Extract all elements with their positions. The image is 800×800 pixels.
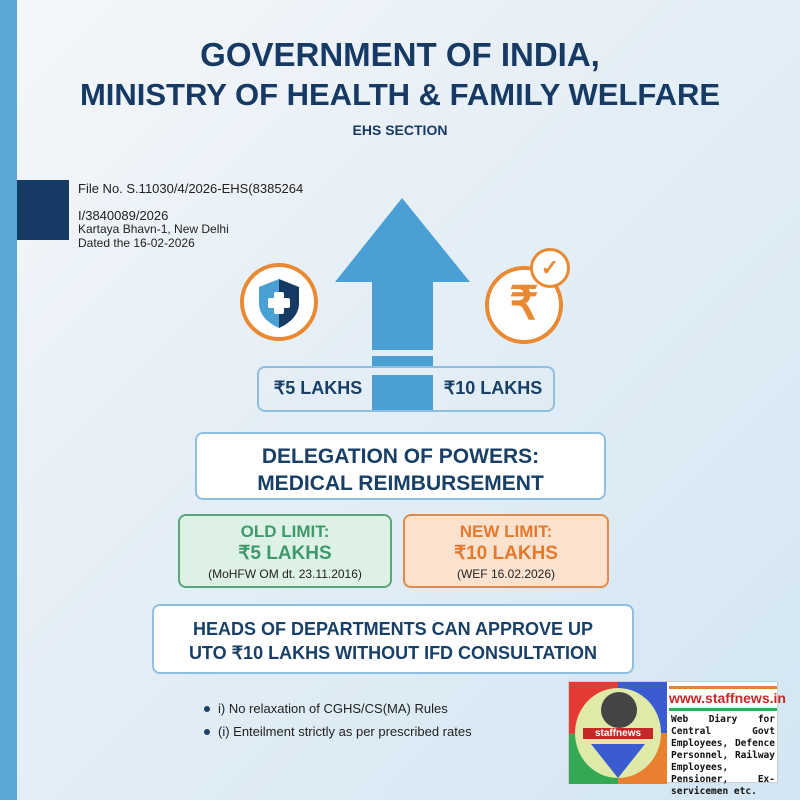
old-limit-value: ₹5 LAKHS — [238, 543, 332, 564]
file-date: Dated the 16-02-2026 — [78, 236, 195, 250]
old-limit-card: OLD LIMIT: ₹5 LAKHS (MoHFW OM dt. 23.11.… — [178, 514, 392, 588]
shield-medical-icon — [259, 279, 299, 328]
old-limit-note: (MoHFW OM dt. 23.11.2016) — [208, 567, 362, 581]
approval-line-1: HEADS OF DEPARTMENTS CAN APPROVE UP — [192, 619, 594, 639]
shield-icon-circle — [240, 263, 318, 341]
rupee-icon: ₹ — [509, 277, 539, 329]
bullet-item: i) No relaxation of CGHS/CS(MA) Rules — [204, 701, 448, 716]
staffnews-logo: staffnews — [569, 682, 667, 784]
approval-box: HEADS OF DEPARTMENTS CAN APPROVE UP UTO … — [152, 604, 634, 674]
file-number: File No. S.11030/4/2026-EHS(8385264 — [78, 181, 304, 196]
amount-range-box — [257, 366, 555, 412]
new-limit-note: (WEF 16.02.2026) — [456, 567, 556, 581]
headline-line-1: DELEGATION OF POWERS: — [261, 445, 540, 468]
staffnews-url[interactable]: www.staffnews.in — [669, 690, 786, 706]
title-line-1: GOVERNMENT OF INDIA, — [200, 36, 600, 73]
headline-box: DELEGATION OF POWERS: MEDICAL REIMBURSEM… — [195, 432, 606, 500]
amount-from: ₹5 LAKHS — [273, 378, 363, 398]
file-address: Kartaya Bhavn-1, New Delhi — [78, 222, 229, 236]
check-icon: ✓ — [530, 248, 570, 288]
left-accent-bar — [0, 0, 17, 800]
new-limit-value: ₹10 LAKHS — [454, 543, 558, 564]
staffnews-description: Web Diary for Central Govt Employees, De… — [671, 714, 775, 797]
file-ref: I/3840089/2026 — [78, 208, 169, 223]
bullet-item: (i) Enteilment strictly as per prescribe… — [204, 724, 472, 739]
new-limit-label: NEW LIMIT: — [459, 522, 553, 541]
new-limit-card: NEW LIMIT: ₹10 LAKHS (WEF 16.02.2026) — [403, 514, 609, 588]
headline-line-2: MEDICAL REIMBURSEMENT — [257, 472, 544, 495]
amount-to: ₹10 LAKHS — [443, 378, 543, 398]
staffnews-badge: staffnews www.staffnews.in Web Diary for… — [568, 681, 786, 797]
file-marker-block — [17, 180, 69, 240]
section-label: EHS SECTION — [352, 122, 448, 138]
title-line-2: MINISTRY OF HEALTH & FAMILY WELFARE — [79, 77, 721, 112]
old-limit-label: OLD LIMIT: — [240, 522, 330, 541]
approval-line-2: UTO ₹10 LAKHS WITHOUT IFD CONSULTATION — [188, 643, 598, 663]
